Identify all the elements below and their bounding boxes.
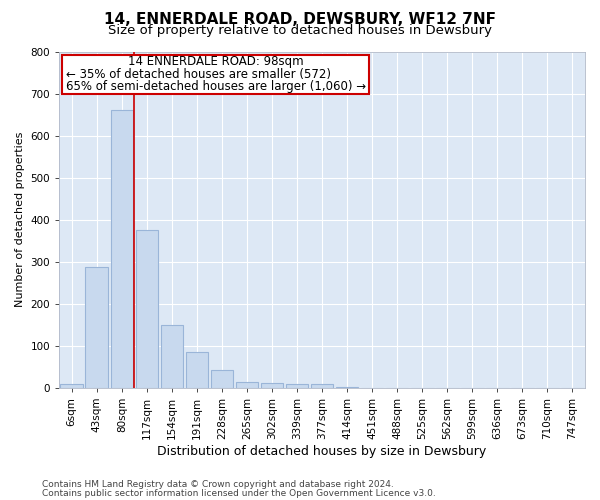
- Bar: [85, 267, 108, 388]
- Bar: [286, 384, 308, 388]
- Bar: [136, 230, 158, 388]
- Bar: [61, 384, 83, 388]
- Bar: [236, 382, 258, 388]
- Bar: [211, 370, 233, 388]
- Text: Size of property relative to detached houses in Dewsbury: Size of property relative to detached ho…: [108, 24, 492, 37]
- FancyBboxPatch shape: [62, 55, 370, 94]
- X-axis label: Distribution of detached houses by size in Dewsbury: Distribution of detached houses by size …: [157, 444, 487, 458]
- Bar: [185, 352, 208, 388]
- Y-axis label: Number of detached properties: Number of detached properties: [15, 132, 25, 308]
- Bar: [110, 110, 133, 388]
- Text: 14, ENNERDALE ROAD, DEWSBURY, WF12 7NF: 14, ENNERDALE ROAD, DEWSBURY, WF12 7NF: [104, 12, 496, 28]
- Bar: [261, 382, 283, 388]
- Bar: [336, 386, 358, 388]
- Text: Contains public sector information licensed under the Open Government Licence v3: Contains public sector information licen…: [42, 488, 436, 498]
- Text: ← 35% of detached houses are smaller (572): ← 35% of detached houses are smaller (57…: [66, 68, 331, 80]
- Text: 14 ENNERDALE ROAD: 98sqm: 14 ENNERDALE ROAD: 98sqm: [128, 56, 304, 68]
- Text: Contains HM Land Registry data © Crown copyright and database right 2024.: Contains HM Land Registry data © Crown c…: [42, 480, 394, 489]
- Text: 65% of semi-detached houses are larger (1,060) →: 65% of semi-detached houses are larger (…: [66, 80, 366, 93]
- Bar: [161, 324, 183, 388]
- Bar: [311, 384, 334, 388]
